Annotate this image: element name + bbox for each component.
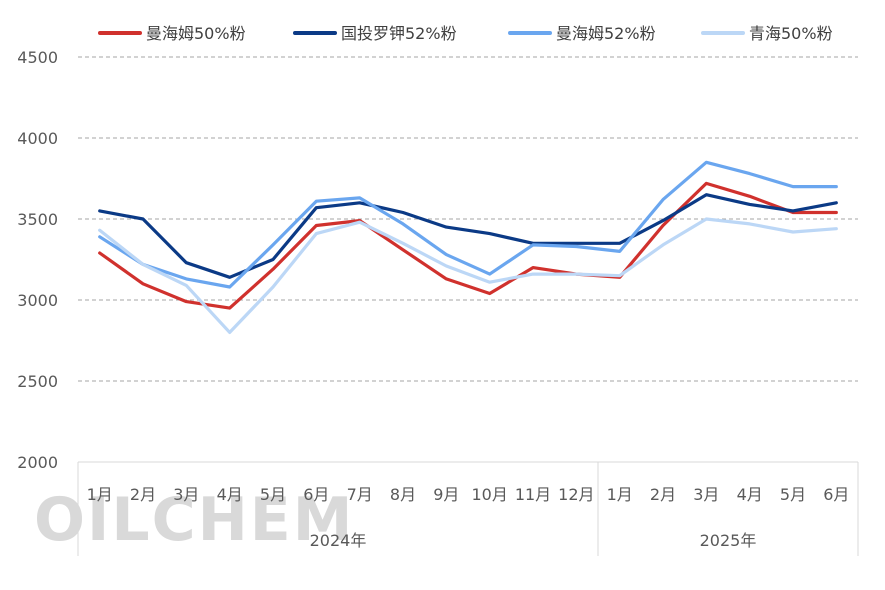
series-line bbox=[98, 217, 838, 334]
legend-label: 国投罗钾52%粉 bbox=[341, 24, 457, 43]
x-tick-label: 4月 bbox=[217, 485, 243, 504]
x-tick-label: 8月 bbox=[390, 485, 416, 504]
x-tick-label: 11月 bbox=[515, 485, 551, 504]
legend-label: 青海50%粉 bbox=[749, 24, 833, 43]
x-tick-label: 5月 bbox=[780, 485, 806, 504]
year-label: 2024年 bbox=[310, 531, 367, 550]
x-tick-label: 3月 bbox=[693, 485, 719, 504]
y-tick-label: 2000 bbox=[17, 453, 58, 472]
year-label: 2025年 bbox=[700, 531, 757, 550]
x-tick-label: 4月 bbox=[737, 485, 763, 504]
x-tick-label: 3月 bbox=[173, 485, 199, 504]
y-tick-label: 2500 bbox=[17, 372, 58, 391]
x-tick-label: 5月 bbox=[260, 485, 286, 504]
legend-label: 曼海姆52%粉 bbox=[556, 24, 656, 43]
x-tick-label: 9月 bbox=[433, 485, 459, 504]
y-tick-label: 4000 bbox=[17, 129, 58, 148]
x-tick-label: 6月 bbox=[303, 485, 329, 504]
x-tick-label: 10月 bbox=[471, 485, 507, 504]
x-tick-label: 2月 bbox=[650, 485, 676, 504]
x-tick-label: 6月 bbox=[823, 485, 849, 504]
x-tick-label: 2月 bbox=[130, 485, 156, 504]
y-tick-label: 4500 bbox=[17, 48, 58, 67]
y-tick-label: 3500 bbox=[17, 210, 58, 229]
x-tick-label: 1月 bbox=[607, 485, 633, 504]
series-line bbox=[98, 193, 838, 279]
watermark-logo: OILCHEM bbox=[34, 485, 355, 555]
x-tick-label: 12月 bbox=[558, 485, 594, 504]
legend-label: 曼海姆50%粉 bbox=[146, 24, 246, 43]
y-tick-label: 3000 bbox=[17, 291, 58, 310]
series-line bbox=[98, 160, 838, 289]
x-tick-label: 1月 bbox=[87, 485, 113, 504]
series-line bbox=[98, 181, 838, 310]
x-tick-label: 7月 bbox=[347, 485, 373, 504]
